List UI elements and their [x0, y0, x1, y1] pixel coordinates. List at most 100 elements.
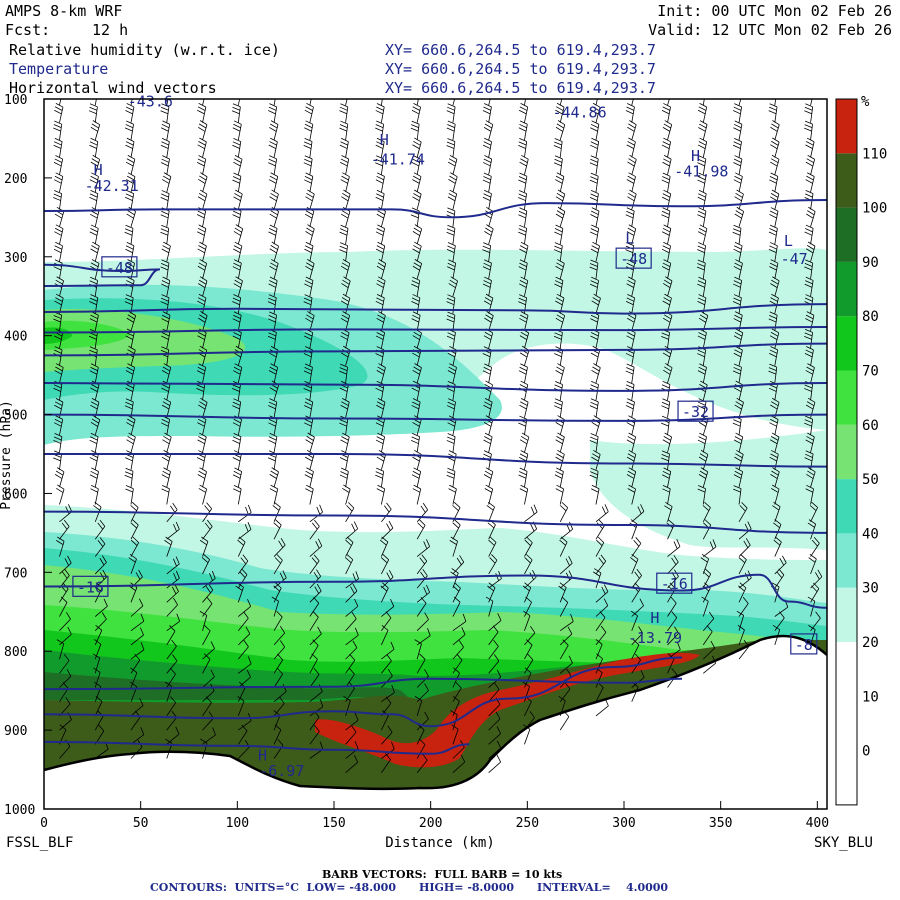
wind-barb — [376, 484, 386, 505]
wind-barb — [379, 536, 389, 557]
wind-barb — [414, 696, 423, 717]
wind-barb — [166, 625, 176, 646]
wind-barb — [59, 653, 70, 674]
wind-barb — [697, 328, 707, 349]
wind-barb — [268, 363, 279, 384]
wind-barb — [196, 381, 206, 401]
wind-barb — [89, 363, 99, 384]
wind-barb — [448, 484, 457, 505]
colorbar-frame — [835, 98, 858, 806]
wind-barb — [772, 501, 781, 522]
wind-barb — [416, 519, 426, 540]
wind-barb — [626, 415, 636, 436]
wind-barb — [589, 172, 599, 193]
wind-barb — [589, 467, 599, 488]
wind-barb — [94, 598, 108, 617]
wind-barb — [309, 668, 320, 688]
wind-barb — [202, 653, 211, 674]
barb-vectors-note: BARB VECTORS: FULL BARB = 10 kts — [322, 868, 563, 881]
wind-barb — [416, 539, 430, 557]
wind-barb — [53, 241, 63, 262]
wind-barb — [631, 99, 634, 106]
wind-barb — [482, 155, 493, 175]
wind-barb — [380, 99, 383, 106]
wind-barb — [166, 710, 177, 731]
wind-barb — [237, 640, 249, 660]
x-tick-label: 300 — [612, 816, 635, 831]
wind-barb — [238, 598, 252, 617]
wind-barb — [197, 293, 207, 314]
wind-barb — [488, 754, 501, 774]
wind-barb — [273, 519, 282, 540]
contour-label: -43.6 — [128, 92, 173, 110]
wind-barb — [232, 467, 243, 488]
wind-barb — [90, 415, 101, 436]
wind-barb — [309, 504, 323, 523]
wind-barb — [345, 611, 357, 631]
wind-barb — [202, 669, 215, 688]
wind-barb — [233, 155, 243, 175]
wind-barb — [90, 484, 99, 505]
wind-barb — [375, 294, 385, 314]
wind-barb — [237, 99, 241, 106]
wind-barb — [273, 626, 286, 646]
wind-barb — [768, 363, 778, 384]
wind-barb — [482, 103, 492, 123]
wind-barb — [198, 172, 208, 193]
wind-barb — [416, 683, 429, 702]
wind-barb — [196, 155, 207, 175]
wind-barb — [271, 596, 280, 617]
wind-barb — [124, 224, 134, 245]
contours-note: CONTOURS: UNITS=°C LOW= -48.000 HIGH= -8… — [150, 881, 669, 894]
wind-barb — [589, 398, 599, 418]
wind-barb — [524, 653, 534, 674]
wind-barb — [130, 698, 144, 717]
wind-barb — [661, 259, 672, 279]
wind-barb — [738, 639, 750, 660]
wind-barb — [161, 467, 171, 488]
wind-barb — [411, 294, 421, 314]
wind-barb — [804, 224, 814, 245]
wind-barb — [238, 713, 252, 731]
wind-barb — [231, 103, 241, 123]
wind-barb — [412, 224, 423, 245]
temperature-contour — [44, 263, 161, 287]
wind-barb — [90, 241, 100, 262]
wind-barb — [59, 596, 68, 617]
wind-barb — [232, 398, 242, 418]
wind-barb — [339, 467, 349, 488]
forecast-value: 12 h — [92, 21, 129, 39]
extremum-marker: H — [650, 609, 659, 627]
colorbar-swatch — [836, 370, 857, 425]
wind-barb — [130, 653, 141, 674]
wind-barb — [733, 485, 742, 505]
wind-barb — [555, 102, 565, 123]
wind-barb — [125, 189, 135, 210]
wind-barb — [340, 259, 351, 279]
wind-barb — [554, 467, 564, 488]
wind-barb — [94, 624, 103, 646]
wind-barb — [589, 433, 599, 453]
wind-barb — [591, 449, 601, 470]
temperature-contour — [44, 199, 827, 219]
wind-barb — [269, 484, 279, 505]
wind-barb — [662, 224, 672, 245]
wind-barb — [375, 103, 385, 123]
wind-barb — [303, 138, 313, 158]
wind-barb — [555, 311, 566, 332]
wind-barb — [808, 625, 816, 646]
wind-barb — [805, 137, 815, 158]
x-tick-label: 50 — [133, 816, 149, 831]
wind-barb — [732, 363, 742, 384]
wind-barb — [130, 519, 139, 540]
wind-barb — [519, 432, 530, 453]
wind-barb — [233, 276, 243, 297]
wind-barb — [237, 536, 246, 557]
wind-barb — [810, 99, 813, 106]
wind-barb — [416, 584, 431, 603]
wind-barb — [414, 639, 422, 660]
wind-barb — [53, 120, 63, 141]
contour-label: -48 — [106, 259, 133, 277]
wind-barb — [309, 684, 323, 703]
wind-barb — [59, 519, 70, 540]
